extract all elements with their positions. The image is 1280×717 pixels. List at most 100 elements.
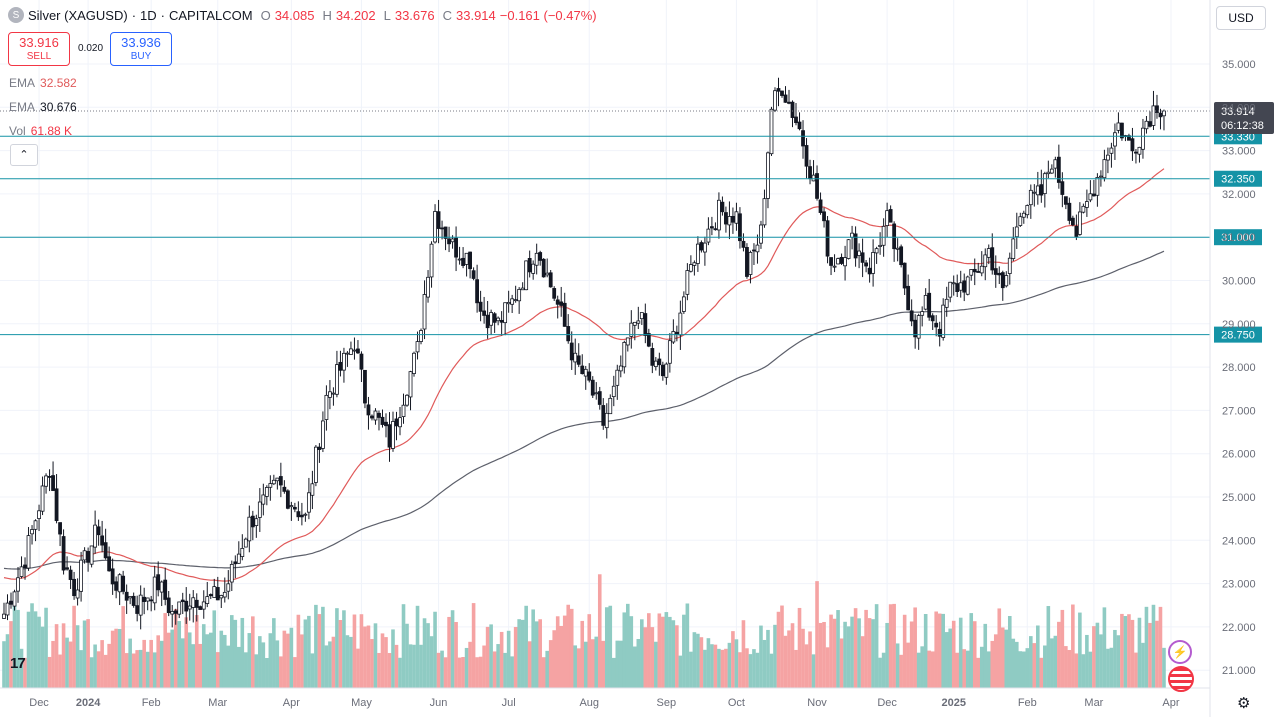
candle-body [583, 368, 588, 377]
volume-bar [1064, 646, 1068, 688]
time-axis[interactable]: Dec 2024 Feb Mar Apr May Jun Jul Aug Sep Oct Nov Dec… [0, 687, 1210, 709]
candle [780, 90, 784, 98]
candle-body [1067, 202, 1072, 221]
candle-body [885, 210, 890, 226]
time-tick-label: Dec [877, 697, 897, 709]
volume-bar [275, 640, 280, 688]
candle-body [510, 298, 515, 305]
candle [871, 239, 876, 287]
candle [436, 199, 441, 244]
candle-body [909, 310, 914, 322]
tradingview-logo-icon[interactable]: 17 [10, 655, 26, 672]
volume-bar [26, 611, 31, 688]
candle-body [299, 514, 304, 518]
sell-button[interactable]: 33.916 SELL [8, 32, 70, 66]
buy-button[interactable]: 33.936 BUY [110, 32, 172, 66]
candle-body [629, 322, 634, 337]
candle-body [1056, 156, 1061, 183]
volume-bar [1144, 606, 1149, 688]
candle [317, 443, 322, 463]
candle-body [601, 405, 606, 426]
candle-body [1099, 175, 1103, 178]
candle-body [401, 404, 406, 417]
candle [114, 576, 119, 599]
candle-body [997, 272, 1002, 276]
volume-bar [1067, 649, 1072, 688]
lightning-icon[interactable]: ⚡ [1168, 640, 1192, 664]
candle [471, 267, 476, 281]
candle-body [1025, 205, 1030, 216]
candle-body [503, 302, 508, 324]
candle-body [471, 270, 476, 279]
us-flag-icon[interactable] [1168, 666, 1194, 692]
candle-body [962, 280, 967, 293]
candle [1014, 212, 1019, 249]
volume-bar [79, 650, 83, 688]
candle-body [755, 244, 760, 253]
candle [804, 138, 809, 179]
candle [464, 252, 469, 277]
volume-bar [769, 653, 774, 688]
candle [16, 566, 20, 603]
candle [1091, 179, 1096, 197]
candle-body [436, 211, 441, 229]
time-tick-label: Apr [283, 697, 300, 709]
candle-body [853, 233, 858, 259]
candle-body [748, 251, 753, 275]
candle-body [429, 243, 434, 278]
candle [710, 216, 714, 236]
candle [762, 189, 767, 228]
symbol-name[interactable]: Silver (XAGUSD) [28, 7, 128, 23]
candle [1081, 203, 1086, 214]
candle-body [254, 518, 259, 526]
volume-legend[interactable]: Vol 61.88 K [9, 124, 73, 138]
volume-bar [1092, 626, 1096, 688]
candle [1127, 133, 1131, 141]
volume-bar [198, 643, 203, 688]
candle-body [646, 333, 651, 347]
candle [233, 555, 238, 579]
candle-body [913, 319, 918, 338]
candle [321, 411, 325, 453]
candle [611, 375, 616, 407]
candle [65, 556, 69, 571]
volume-bar [184, 617, 189, 688]
candle [1070, 215, 1075, 227]
volume-bar [727, 642, 732, 688]
ema-200-legend[interactable]: EMA 30.676 [9, 100, 77, 114]
candle [408, 370, 413, 411]
price-axis[interactable]: 35.000 34.000 33.000 32.000 31.000 30.000 29.0… [1209, 0, 1256, 717]
price-tick-label: 26.000 [1222, 449, 1256, 461]
candle [506, 290, 511, 313]
candle-body [338, 361, 343, 371]
interval[interactable]: 1D [140, 7, 157, 23]
volume-bar [618, 640, 623, 688]
candle-body [492, 313, 497, 323]
candle [240, 534, 245, 561]
currency-selector[interactable]: USD [1216, 6, 1266, 30]
time-tick-label: Mar [1084, 697, 1103, 709]
candle-body [506, 301, 511, 305]
volume-bar [983, 623, 988, 688]
ema-50-legend[interactable]: EMA 32.582 [9, 76, 77, 90]
volume-bar [962, 649, 967, 688]
candle-body [152, 576, 157, 604]
volume-bar [604, 607, 609, 688]
volume-bar [1127, 614, 1131, 688]
settings-gear-icon[interactable]: ⚙ [1237, 695, 1251, 712]
candle-body [1018, 216, 1023, 226]
candle [86, 547, 91, 572]
candle [359, 351, 364, 383]
horizontal-levels[interactable]: 33.330 32.350 31.000 28.750 [0, 128, 1262, 343]
candle-body [990, 247, 995, 271]
candle-body [391, 421, 395, 449]
volume-bar [993, 634, 998, 688]
volume-bar [489, 624, 493, 688]
candle [352, 337, 357, 360]
candle [173, 608, 178, 625]
collapse-legend-button[interactable]: ⌃ [10, 144, 38, 166]
volume-bar [422, 618, 427, 688]
candle [534, 243, 539, 275]
candle-body [590, 379, 595, 396]
